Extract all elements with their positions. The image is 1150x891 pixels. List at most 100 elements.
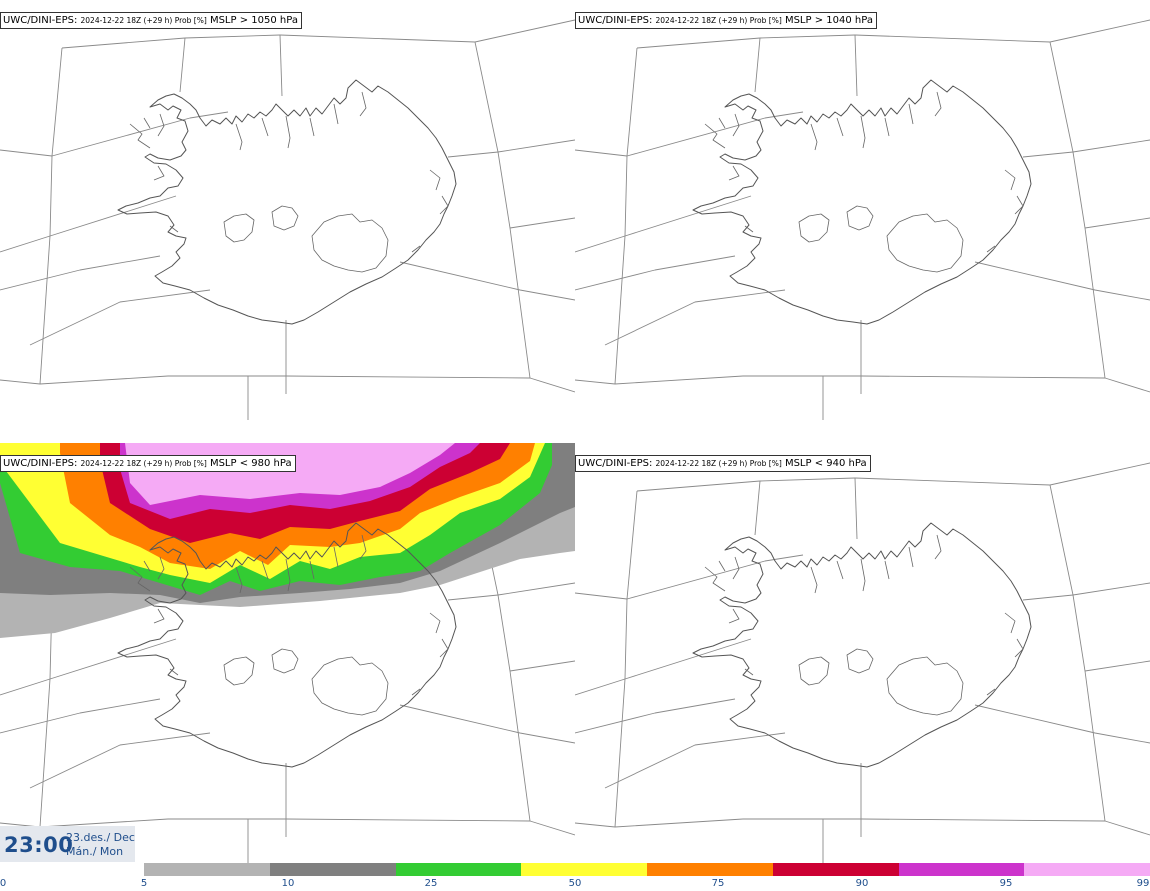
iceland-coastline	[692, 522, 1032, 768]
colorbar-segment	[647, 863, 773, 876]
probability-colorbar	[144, 863, 1150, 876]
fjord-line	[732, 113, 740, 137]
fjord-line	[333, 546, 339, 568]
fjord-line	[309, 117, 315, 137]
graticule-line	[0, 698, 161, 734]
graticule-line	[575, 379, 616, 385]
graticule-line	[184, 34, 281, 39]
fjord-line	[860, 558, 866, 592]
graticule-line	[474, 19, 575, 43]
colorbar-tick-label: 10	[281, 878, 295, 889]
fjord-line	[333, 103, 339, 125]
graticule-line	[474, 41, 531, 379]
glacier-outline	[798, 213, 830, 243]
fjord-line	[169, 225, 179, 233]
graticule-line	[279, 34, 283, 97]
run-label: 2024-12-22 18Z (+29 h) Prob [%]	[655, 16, 782, 25]
graticule-line	[279, 34, 476, 43]
graticule	[575, 462, 1150, 863]
graticule-line	[1084, 660, 1150, 672]
fjord-line	[411, 245, 421, 253]
colorbar-segment	[898, 863, 1025, 876]
fjord-line	[359, 91, 367, 117]
fjord-line	[934, 91, 942, 117]
colorbar-tick-label: 0	[0, 878, 7, 889]
fjord-line	[986, 245, 996, 253]
probability-field	[0, 443, 575, 638]
fjord-line	[704, 566, 726, 592]
iceland-coastline	[117, 79, 457, 325]
fjord-line	[810, 123, 818, 151]
graticule-line	[0, 379, 41, 385]
graticule-line	[759, 34, 856, 39]
fjord-line	[836, 560, 844, 580]
graticule-line	[179, 37, 186, 93]
fjord-line	[1004, 612, 1016, 634]
fjord-line	[728, 165, 740, 181]
graticule-line	[61, 37, 186, 49]
graticule-line	[614, 47, 638, 385]
graticule-line	[575, 111, 804, 157]
graticule-line	[860, 375, 1150, 393]
map-panel-mslp-gt-1040: UWC/DINI-EPS: 2024-12-22 18Z (+29 h) Pro…	[575, 0, 1150, 432]
graticule-line	[604, 289, 786, 346]
colorbar-segment	[395, 863, 522, 876]
fjord-line	[718, 560, 726, 572]
graticule-line	[575, 195, 752, 253]
graticule-line	[575, 554, 804, 600]
graticule-line	[399, 704, 575, 744]
graticule-line	[1049, 41, 1106, 379]
graticule	[575, 19, 1150, 420]
valid-date: 23.des./ Dec Mán./ Mon	[66, 831, 135, 859]
graticule-line	[854, 477, 1051, 486]
glacier-outline	[223, 213, 255, 243]
glacier-outline	[846, 648, 874, 674]
fjord-line	[143, 560, 151, 572]
model-label: UWC/DINI-EPS:	[3, 15, 78, 26]
glacier-outline	[886, 656, 964, 716]
iceland-coastline	[692, 79, 1032, 325]
fjord-line	[704, 123, 726, 149]
fjord-line	[169, 668, 179, 676]
panel-title: UWC/DINI-EPS: 2024-12-22 18Z (+29 h) Pro…	[0, 12, 302, 29]
graticule-line	[575, 255, 736, 291]
parameter-label: MSLP < 940 hPa	[784, 458, 867, 469]
colorbar-tick-label: 95	[999, 878, 1013, 889]
fjord-line	[439, 195, 449, 215]
graticule-line	[0, 255, 161, 291]
run-label: 2024-12-22 18Z (+29 h) Prob [%]	[655, 459, 782, 468]
graticule-line	[614, 375, 861, 385]
glacier-outline	[311, 656, 389, 716]
graticule-line	[575, 698, 736, 734]
graticule-line	[1049, 462, 1150, 486]
parameter-label: MSLP < 980 hPa	[209, 458, 292, 469]
colorbar-segment	[772, 863, 899, 876]
model-label: UWC/DINI-EPS:	[578, 458, 653, 469]
graticule-line	[399, 261, 575, 301]
model-label: UWC/DINI-EPS:	[3, 458, 78, 469]
graticule-line	[636, 480, 761, 492]
fjord-line	[359, 534, 367, 560]
graticule-line	[39, 818, 286, 828]
colorbar-tick-label: 50	[568, 878, 582, 889]
fjord-line	[732, 556, 740, 580]
graticule-line	[974, 704, 1150, 744]
fjord-line	[429, 612, 441, 634]
fjord-line	[884, 560, 890, 580]
map-canvas	[575, 462, 1150, 863]
graticule-line	[614, 490, 638, 828]
graticule-line	[854, 477, 858, 540]
graticule-line	[754, 37, 761, 93]
glacier-outline	[311, 213, 389, 273]
map-canvas	[575, 19, 1150, 420]
fjord-line	[1004, 169, 1016, 191]
graticule-line	[447, 139, 575, 158]
fjord-line	[1014, 195, 1024, 215]
model-label: UWC/DINI-EPS:	[578, 15, 653, 26]
graticule-line	[29, 289, 211, 346]
fjord-line	[884, 117, 890, 137]
map-canvas	[0, 443, 575, 863]
graticule-line	[29, 732, 211, 789]
graticule-line	[1049, 484, 1106, 822]
colorbar-tick-label: 75	[711, 878, 725, 889]
